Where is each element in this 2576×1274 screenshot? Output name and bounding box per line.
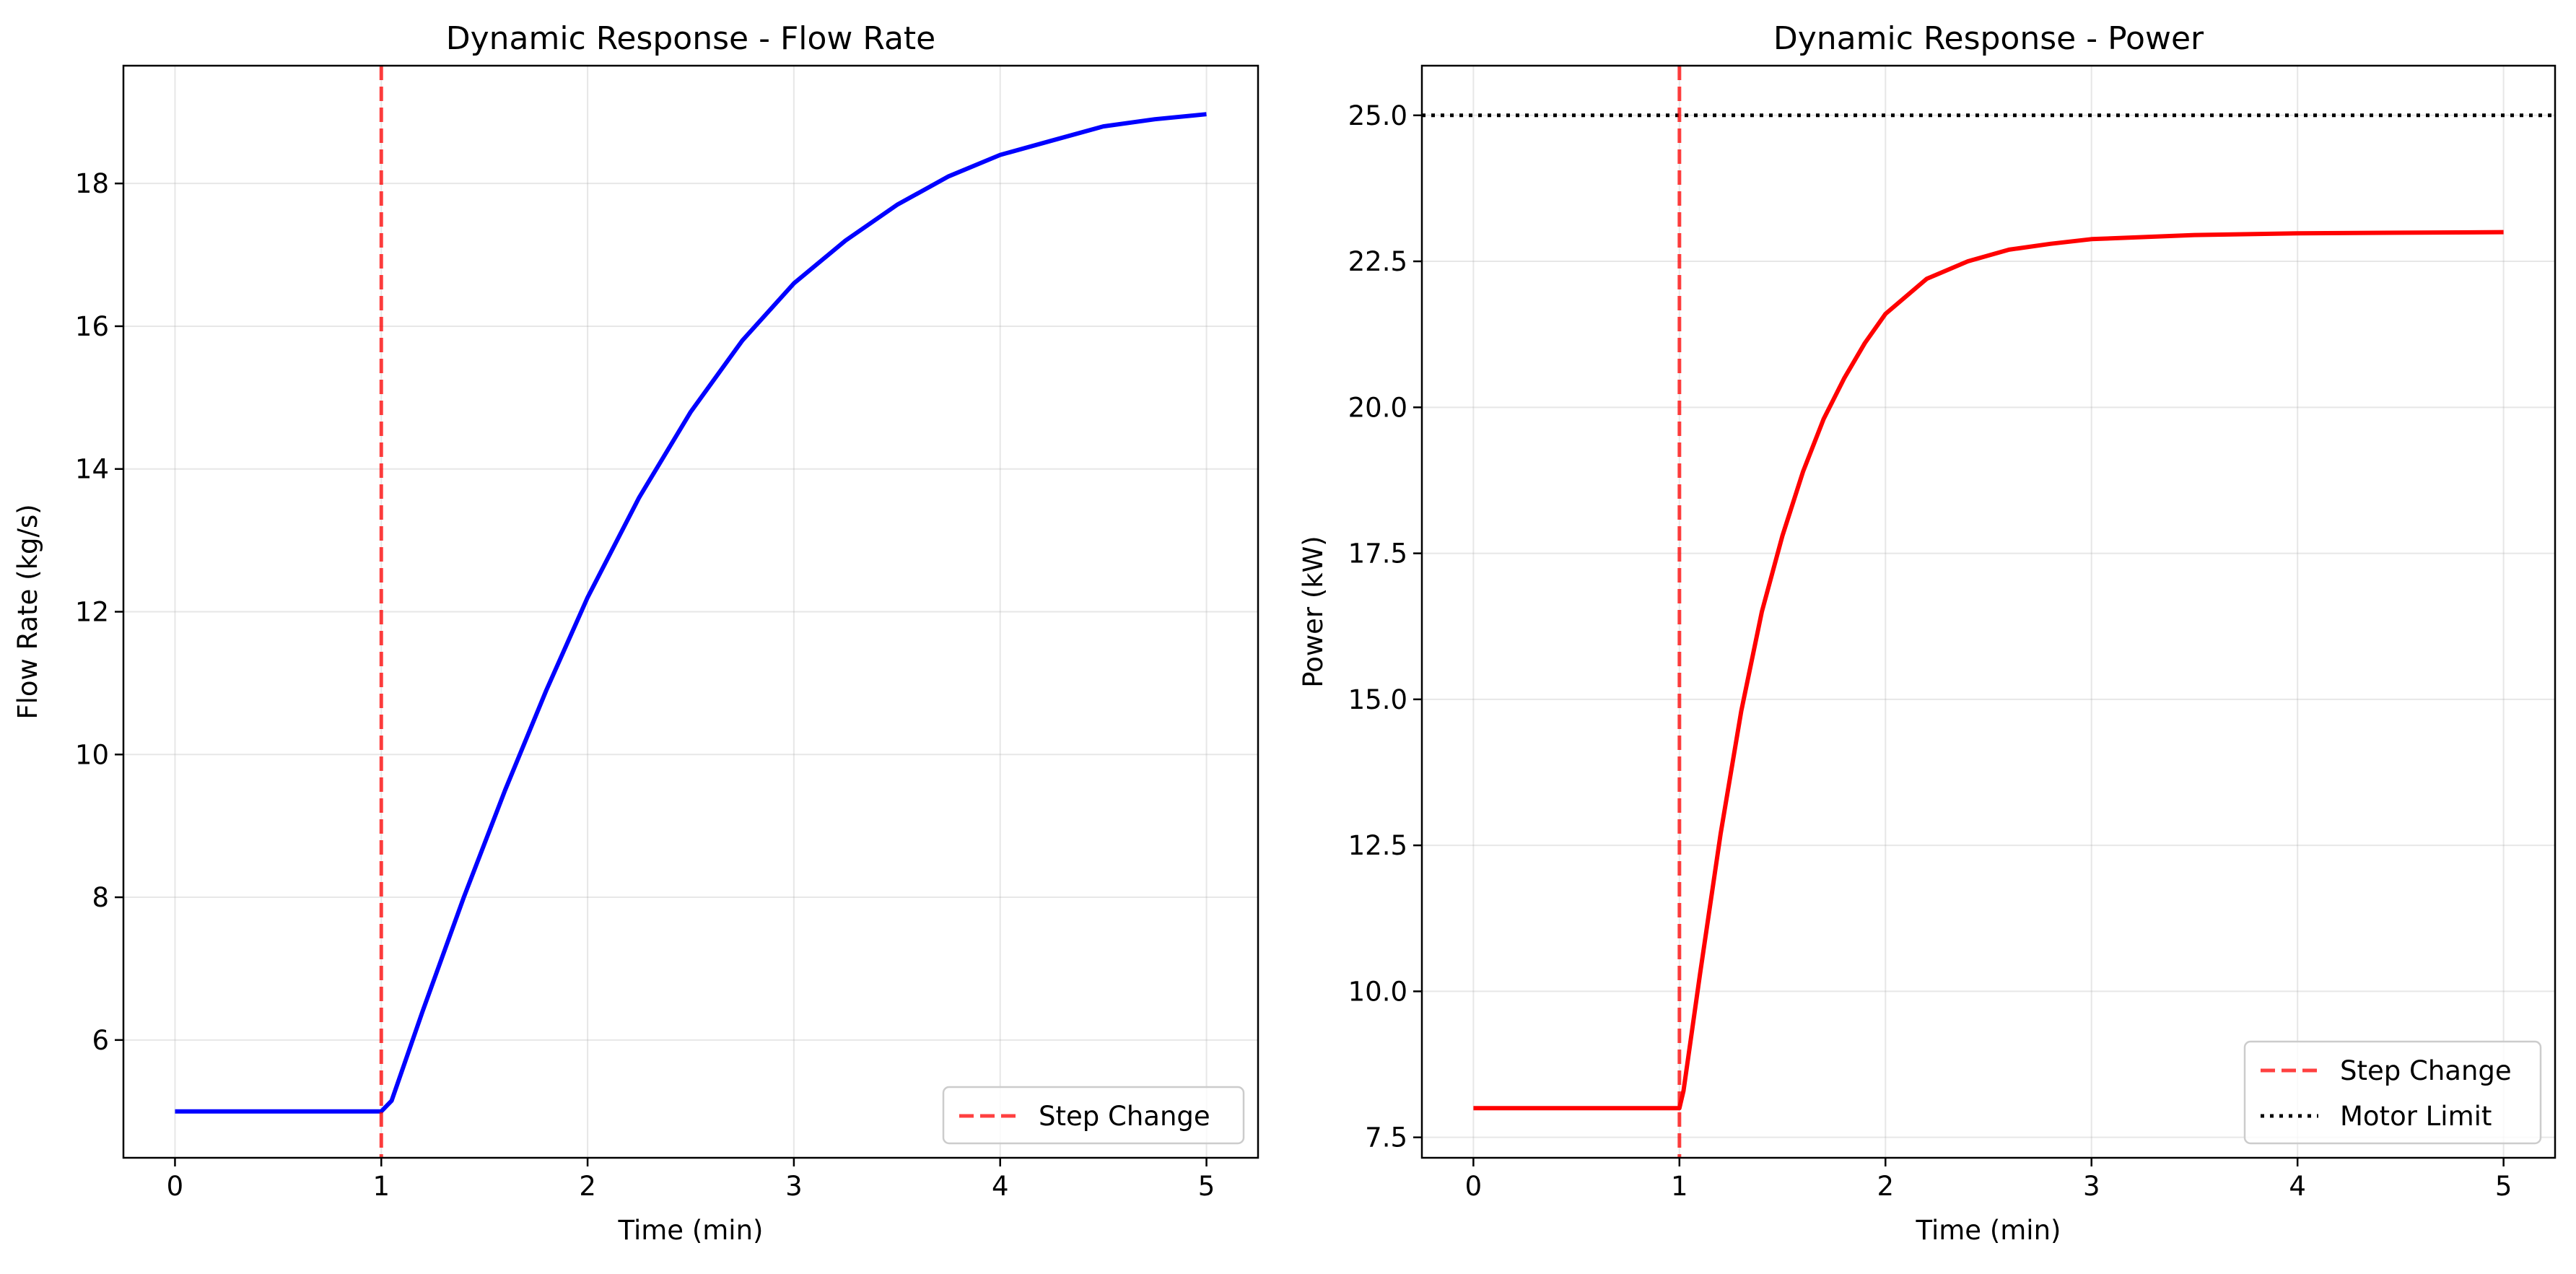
- chart-title: Dynamic Response - Flow Rate: [446, 20, 936, 57]
- x-tick-label: 5: [2495, 1171, 2512, 1202]
- y-tick-label: 8: [92, 882, 109, 913]
- x-tick-label: 1: [372, 1171, 390, 1202]
- y-axis-label: Power (kW): [1298, 536, 1329, 688]
- y-tick-label: 20.0: [1348, 392, 1407, 423]
- series-line-0: [1473, 230, 2504, 1111]
- x-axis-label: Time (min): [618, 1215, 764, 1246]
- grid: [1422, 66, 2555, 1158]
- legend: Step Change Motor Limit: [2243, 1040, 2542, 1145]
- x-tick-label: 0: [167, 1171, 184, 1202]
- y-tick-label: 18: [75, 168, 109, 199]
- x-tick-label: 5: [1198, 1171, 1215, 1202]
- legend-label: Step Change: [1039, 1101, 1210, 1132]
- y-tick-label: 17.5: [1348, 538, 1407, 570]
- legend-box: [2243, 1040, 2542, 1145]
- x-tick-label: 0: [1465, 1171, 1483, 1202]
- legend-label: Step Change: [2340, 1055, 2512, 1086]
- series-line-0: [175, 112, 1207, 1114]
- y-tick-label: 7.5: [1365, 1122, 1407, 1153]
- axes-frame: [1420, 64, 2557, 1159]
- power-panel: 0 1 2 3 4 5 7.5 10.0 12.5 15.0 17.5 20.0 22.5 25.0 Dyn…: [1298, 20, 2557, 1246]
- chart-title: Dynamic Response - Power: [1773, 20, 2204, 57]
- y-tick-label: 22.5: [1348, 246, 1407, 277]
- legend: Step Change: [942, 1086, 1245, 1145]
- y-axis-label: Flow Rate (kg/s): [12, 504, 43, 719]
- y-tick-label: 15.0: [1348, 684, 1407, 715]
- x-axis-label: Time (min): [1916, 1215, 2061, 1246]
- y-tick-label: 10.0: [1348, 976, 1407, 1007]
- x-tick-label: 3: [2083, 1171, 2100, 1202]
- y-tick-label: 12: [75, 597, 109, 628]
- x-tick-label: 3: [785, 1171, 803, 1202]
- legend-label: Motor Limit: [2340, 1101, 2492, 1132]
- y-tick-label: 14: [75, 454, 109, 485]
- x-tick-label: 2: [1877, 1171, 1894, 1202]
- legend-box: [942, 1086, 1245, 1145]
- plot-area: [175, 66, 1207, 1158]
- y-tick-label: 25.0: [1348, 100, 1407, 131]
- y-tick-label: 12.5: [1348, 830, 1407, 861]
- x-tick-label: 4: [2289, 1171, 2306, 1202]
- y-tick-label: 10: [75, 739, 109, 770]
- y-tick-label: 6: [92, 1025, 109, 1056]
- x-tick-label: 2: [579, 1171, 596, 1202]
- x-tick-label: 4: [992, 1171, 1009, 1202]
- y-tick-label: 16: [75, 311, 109, 342]
- x-tick-label: 1: [1671, 1171, 1688, 1202]
- plot-area: [1422, 66, 2555, 1158]
- grid: [123, 66, 1258, 1158]
